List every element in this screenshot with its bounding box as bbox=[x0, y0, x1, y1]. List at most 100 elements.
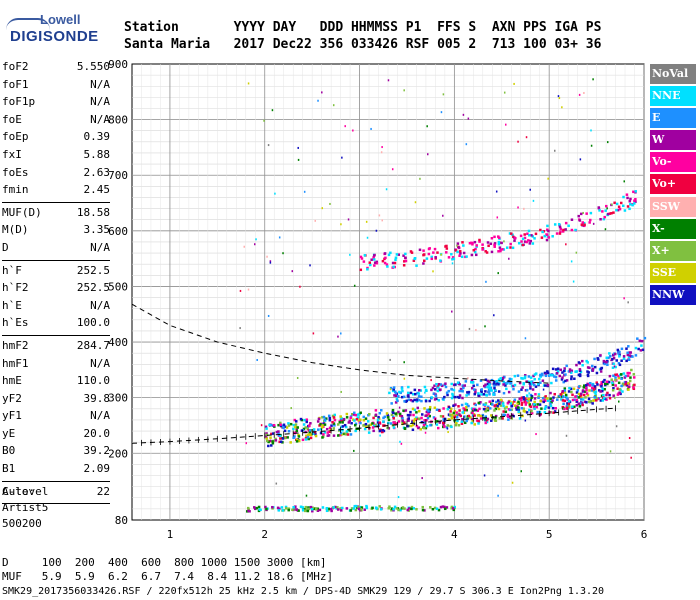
echo-point bbox=[410, 507, 413, 511]
echo-point bbox=[634, 354, 638, 357]
echo-point bbox=[612, 394, 615, 397]
echo-point bbox=[555, 371, 559, 375]
echo-point bbox=[616, 387, 619, 390]
echo-point bbox=[523, 374, 527, 377]
echo-point bbox=[493, 242, 497, 245]
echo-point bbox=[619, 201, 623, 205]
echo-point bbox=[609, 357, 612, 360]
echo-point bbox=[626, 374, 630, 378]
echo-point bbox=[601, 387, 604, 390]
echo-point bbox=[406, 424, 409, 428]
echo-point bbox=[534, 385, 538, 388]
echo-point bbox=[386, 265, 389, 268]
echo-point bbox=[588, 381, 592, 385]
echo-point bbox=[442, 214, 444, 217]
echo-point bbox=[611, 381, 614, 385]
echo-point bbox=[311, 506, 314, 509]
echo-point bbox=[359, 268, 363, 272]
echo-point bbox=[543, 234, 546, 238]
echo-point bbox=[480, 388, 483, 391]
echo-point bbox=[511, 481, 514, 484]
echo-point bbox=[467, 377, 469, 380]
echo-point bbox=[449, 413, 452, 416]
echo-point bbox=[297, 158, 300, 161]
echo-point bbox=[309, 436, 313, 440]
echo-point bbox=[516, 406, 520, 409]
echo-point bbox=[407, 419, 410, 422]
echo-point bbox=[606, 363, 609, 367]
param-row: foF1p N/A bbox=[2, 93, 110, 111]
echo-point bbox=[640, 339, 644, 343]
echo-point bbox=[540, 236, 544, 239]
echo-point bbox=[303, 509, 307, 513]
echo-point bbox=[491, 399, 495, 403]
echo-point bbox=[535, 405, 539, 409]
echo-point bbox=[575, 251, 578, 254]
echo-point bbox=[246, 506, 250, 510]
echo-point bbox=[562, 228, 565, 232]
echo-point bbox=[519, 399, 523, 402]
echo-point bbox=[345, 412, 349, 416]
echo-point bbox=[299, 285, 301, 288]
echo-point bbox=[287, 508, 290, 512]
legend-item: X- bbox=[650, 218, 696, 239]
echo-point bbox=[278, 236, 281, 239]
echo-point bbox=[294, 425, 297, 429]
echo-point bbox=[585, 392, 589, 395]
echo-point bbox=[505, 123, 507, 126]
echo-point bbox=[305, 434, 308, 438]
echo-point bbox=[446, 407, 450, 411]
echo-point bbox=[374, 506, 378, 509]
echo-point bbox=[475, 253, 478, 257]
y-tick-label: 80 bbox=[115, 514, 128, 527]
echo-point bbox=[312, 507, 316, 511]
echo-point bbox=[586, 383, 589, 386]
param-divider bbox=[2, 503, 110, 505]
echo-point bbox=[477, 422, 480, 425]
echo-point bbox=[407, 385, 410, 389]
echo-point bbox=[407, 391, 410, 395]
echo-point bbox=[628, 351, 631, 354]
echo-point bbox=[379, 508, 383, 511]
echo-point bbox=[323, 431, 327, 434]
echo-point bbox=[533, 403, 536, 406]
echo-point bbox=[550, 381, 553, 385]
echo-point bbox=[493, 380, 496, 384]
echo-point bbox=[525, 394, 529, 397]
echo-point bbox=[513, 374, 517, 378]
echo-point bbox=[589, 400, 593, 403]
param-value: 284.7 bbox=[76, 338, 110, 352]
echo-point bbox=[415, 416, 418, 419]
echo-point bbox=[484, 390, 487, 393]
echo-point bbox=[360, 257, 364, 260]
echo-point bbox=[265, 432, 268, 435]
echo-point bbox=[503, 382, 507, 385]
echo-point bbox=[592, 388, 596, 391]
echo-point bbox=[322, 425, 325, 428]
echo-point bbox=[614, 365, 617, 369]
echo-point bbox=[305, 418, 309, 421]
echo-point bbox=[531, 242, 535, 245]
param-group-5: C-level 22 bbox=[2, 483, 110, 501]
echo-point bbox=[588, 400, 591, 404]
echo-point bbox=[499, 404, 503, 407]
echo-point bbox=[473, 423, 477, 426]
echo-point bbox=[529, 376, 533, 379]
echo-point bbox=[498, 402, 501, 406]
echo-point bbox=[546, 370, 549, 373]
echo-point bbox=[299, 505, 303, 508]
echo-point bbox=[511, 233, 514, 237]
echo-point bbox=[547, 236, 551, 239]
echo-point bbox=[520, 406, 524, 410]
echo-point bbox=[570, 369, 574, 372]
echo-point bbox=[371, 422, 374, 425]
echo-point bbox=[328, 418, 332, 422]
echo-point bbox=[277, 423, 280, 427]
echo-point bbox=[510, 232, 513, 235]
echo-point bbox=[590, 144, 593, 147]
echo-point bbox=[319, 431, 323, 435]
echo-point bbox=[292, 427, 295, 431]
echo-point bbox=[502, 410, 505, 413]
y-tick-label: 700 bbox=[108, 169, 128, 182]
y-tick-label: 800 bbox=[108, 114, 128, 127]
